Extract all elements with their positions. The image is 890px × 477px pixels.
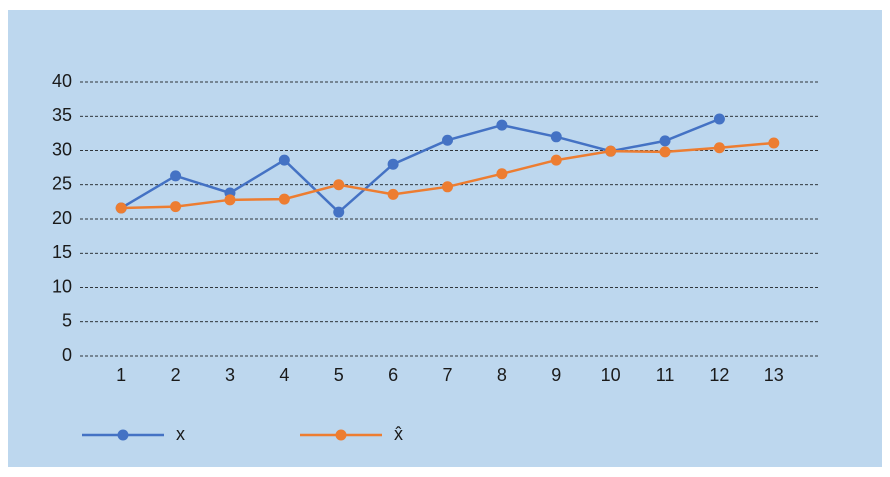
- data-point: [170, 170, 182, 182]
- x-tick-label: 7: [442, 365, 452, 385]
- data-point: [387, 188, 399, 200]
- x-tick-label: 13: [764, 365, 784, 385]
- legend-marker: [117, 429, 129, 441]
- legend-label: x: [176, 424, 185, 444]
- y-tick-label: 40: [52, 71, 72, 91]
- data-point: [387, 158, 399, 170]
- x-tick-label: 3: [225, 365, 235, 385]
- y-tick-label: 20: [52, 208, 72, 228]
- x-tick-label: 2: [171, 365, 181, 385]
- x-tick-label: 11: [656, 365, 675, 385]
- data-point: [442, 134, 453, 146]
- x-tick-label: 9: [551, 365, 561, 385]
- data-point: [659, 135, 671, 147]
- data-point: [659, 146, 671, 158]
- x-tick-label: 8: [497, 365, 507, 385]
- legend-marker: [335, 429, 347, 441]
- legend-label: x̂: [394, 424, 403, 444]
- x-tick-label: 6: [388, 365, 398, 385]
- data-point: [115, 202, 127, 214]
- x-tick-label: 4: [279, 365, 289, 385]
- data-point: [713, 113, 725, 125]
- data-point: [768, 137, 780, 149]
- data-point: [442, 181, 453, 193]
- x-tick-label: 10: [601, 365, 621, 385]
- data-point: [333, 179, 345, 191]
- y-tick-label: 10: [52, 276, 72, 296]
- series-line: [120, 117, 720, 214]
- data-point: [550, 154, 562, 166]
- y-tick-label: 35: [52, 105, 72, 125]
- x-tick-label: 5: [334, 365, 344, 385]
- y-tick-label: 0: [62, 345, 72, 365]
- chart-background: [8, 10, 882, 467]
- data-point: [496, 119, 508, 131]
- y-tick-label: 30: [52, 139, 72, 159]
- x-tick-label: 1: [116, 365, 126, 385]
- data-point: [278, 193, 290, 205]
- data-point: [170, 201, 182, 213]
- x-tick-label: 12: [709, 365, 729, 385]
- data-point: [550, 131, 562, 143]
- data-point: [605, 145, 617, 157]
- data-point: [496, 168, 508, 180]
- y-tick-label: 15: [52, 242, 72, 262]
- data-point: [224, 194, 236, 206]
- data-point: [333, 206, 345, 218]
- data-point: [278, 154, 290, 166]
- data-point: [713, 142, 725, 154]
- y-tick-label: 25: [52, 174, 72, 194]
- y-tick-label: 5: [62, 311, 72, 331]
